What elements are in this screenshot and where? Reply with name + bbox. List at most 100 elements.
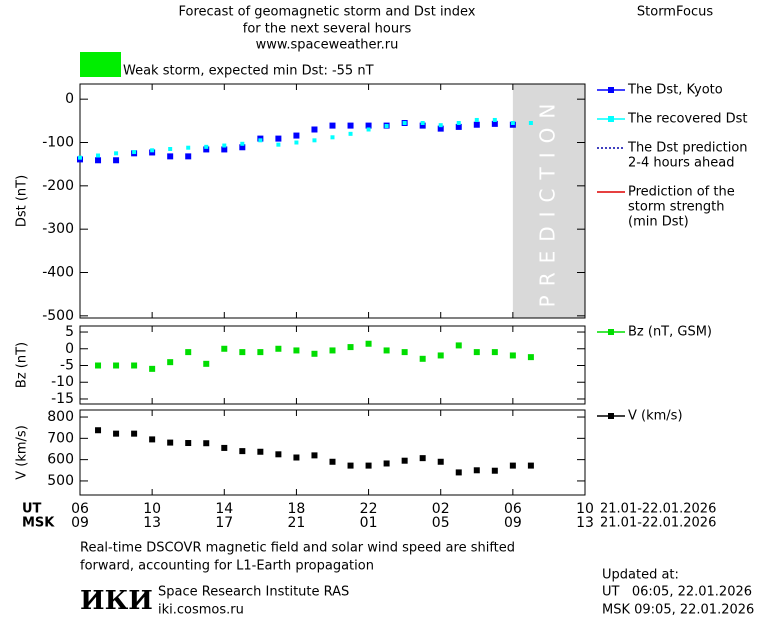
subtitle: for the next several hours (243, 22, 412, 37)
data-point (348, 131, 353, 136)
x-axis-name: MSK (22, 516, 55, 531)
y-axis-label: V (km/s) (15, 425, 30, 480)
y-axis-label: Dst (nT) (15, 175, 30, 227)
x-tick-label: 22 (360, 501, 378, 517)
legend-marker (608, 116, 614, 122)
data-point (473, 467, 480, 474)
x-tick-label: 02 (432, 501, 450, 517)
plot-frame (79, 325, 586, 405)
data-point (491, 467, 498, 474)
data-point (167, 153, 174, 160)
x-tick-label: 17 (215, 515, 233, 531)
y-tick-label: 600 (47, 452, 74, 468)
data-point (527, 462, 534, 469)
legend-label: V (km/s) (628, 409, 683, 424)
data-point (455, 342, 462, 349)
data-point (275, 135, 282, 142)
storm-indicator (80, 52, 121, 77)
data-point (401, 457, 408, 464)
x-axis-name: UT (22, 502, 42, 517)
data-point (365, 462, 372, 469)
plot-frame (79, 409, 586, 496)
logo: ИКИ (80, 586, 153, 616)
data-point (365, 340, 372, 347)
x-tick-label: 09 (71, 515, 89, 531)
data-point (437, 125, 444, 132)
data-point (329, 122, 336, 129)
data-point (365, 122, 372, 129)
data-point (222, 143, 227, 148)
data-point (420, 121, 425, 125)
data-point (510, 121, 515, 125)
data-point (491, 349, 498, 356)
data-point (114, 151, 119, 156)
data-point (258, 138, 263, 143)
prediction-label: PREDICTION (535, 95, 559, 308)
data-point (311, 350, 318, 357)
data-point (366, 127, 371, 132)
legend-marker (608, 87, 614, 93)
data-point (221, 444, 228, 451)
x-tick-label: 05 (432, 515, 450, 531)
y-tick-label: -400 (42, 265, 74, 281)
x-tick-label: 01 (360, 515, 378, 531)
data-point (347, 122, 354, 129)
x-tick-label: 13 (576, 515, 594, 531)
data-point (437, 352, 444, 359)
y-tick-label: 500 (47, 473, 74, 489)
data-point (383, 460, 390, 467)
data-point (113, 430, 120, 437)
y-tick-label: 700 (47, 430, 74, 446)
data-point (329, 458, 336, 465)
data-point (221, 345, 228, 352)
prediction-band (512, 84, 585, 318)
data-point (203, 146, 210, 153)
data-point (509, 462, 516, 469)
data-point (473, 349, 480, 356)
legend-label: The recovered Dst (627, 112, 747, 127)
data-point (312, 138, 317, 143)
data-point (149, 149, 156, 156)
x-tick-label: 09 (504, 515, 522, 531)
data-point (203, 440, 210, 447)
title: Forecast of geomagnetic storm and Dst in… (178, 5, 475, 20)
data-point (384, 124, 389, 129)
storm-text: Weak storm, expected min Dst: -55 nT (123, 64, 374, 79)
data-point (96, 153, 101, 158)
data-point (438, 123, 443, 128)
legend-label: The Dst, Kyoto (627, 83, 723, 98)
data-point (149, 436, 156, 443)
data-point (275, 345, 282, 352)
legend-label: 2-4 hours ahead (628, 156, 734, 171)
date-range: 21.01-22.01.2026 (600, 516, 716, 531)
data-point (113, 157, 120, 164)
data-point (455, 469, 462, 476)
data-point (149, 365, 156, 372)
data-point (95, 427, 102, 434)
data-point (401, 349, 408, 356)
legend-label: Bz (nT, GSM) (628, 325, 712, 340)
data-point (185, 153, 192, 160)
site: iki.cosmos.ru (158, 603, 244, 618)
data-point (257, 349, 264, 356)
x-tick-label: 14 (215, 501, 233, 517)
note: Real-time DSCOVR magnetic field and sola… (80, 541, 515, 556)
legend-label: The Dst prediction (627, 141, 748, 156)
data-point (186, 145, 191, 150)
y-tick-label: 0 (65, 91, 74, 107)
y-tick-label: -200 (42, 178, 74, 194)
data-point (456, 121, 461, 125)
legend-marker (608, 413, 614, 419)
data-point (491, 120, 498, 127)
data-point (347, 344, 354, 351)
note: forward, accounting for L1-Earth propaga… (80, 559, 374, 574)
data-point (347, 462, 354, 469)
x-tick-label: 10 (143, 501, 161, 517)
x-tick-label: 06 (504, 501, 522, 517)
data-point (78, 155, 82, 160)
data-point (294, 140, 299, 145)
data-point (239, 349, 246, 356)
x-tick-label: 10 (576, 501, 594, 517)
data-point (474, 117, 479, 122)
